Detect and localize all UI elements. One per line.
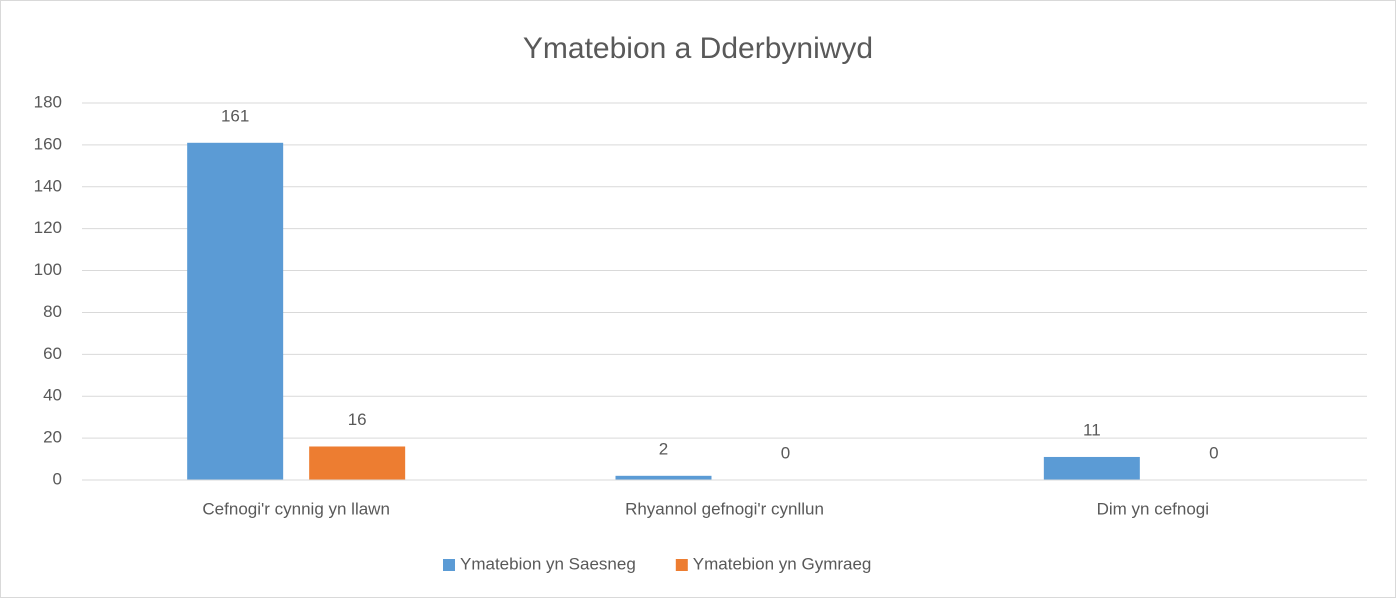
- y-tick-label: 0: [53, 469, 62, 488]
- chart-title: Ymatebion a Dderbyniwyd: [523, 32, 873, 65]
- x-tick-label: Cefnogi'r cynnig yn llawn: [202, 499, 390, 518]
- x-tick-label: Dim yn cefnogi: [1097, 499, 1209, 518]
- bar: [309, 446, 406, 480]
- legend-swatch: [675, 559, 688, 571]
- data-label: 16: [348, 410, 367, 429]
- x-tick-label: Rhyannol gefnogi'r cynllun: [625, 499, 824, 518]
- data-label: 161: [221, 106, 249, 125]
- y-tick-label: 140: [34, 176, 62, 195]
- data-label: 0: [1209, 443, 1218, 462]
- y-tick-label: 40: [43, 386, 62, 405]
- bar: [615, 475, 712, 480]
- y-tick-label: 20: [43, 428, 62, 447]
- y-tick-label: 160: [34, 134, 62, 153]
- data-label: 11: [1083, 420, 1101, 439]
- bar: [1043, 456, 1140, 480]
- data-label: 0: [781, 443, 790, 462]
- bar: [187, 142, 284, 481]
- y-tick-label: 60: [43, 344, 62, 363]
- y-tick-label: 100: [34, 260, 62, 279]
- y-tick-label: 120: [34, 218, 62, 237]
- y-tick-label: 80: [43, 302, 62, 321]
- legend-swatch: [443, 559, 455, 571]
- legend-label: Ymatebion yn Saesneg: [460, 554, 636, 573]
- y-tick-label: 180: [34, 92, 62, 111]
- data-label: 2: [659, 439, 668, 458]
- legend-label: Ymatebion yn Gymraeg: [693, 554, 872, 573]
